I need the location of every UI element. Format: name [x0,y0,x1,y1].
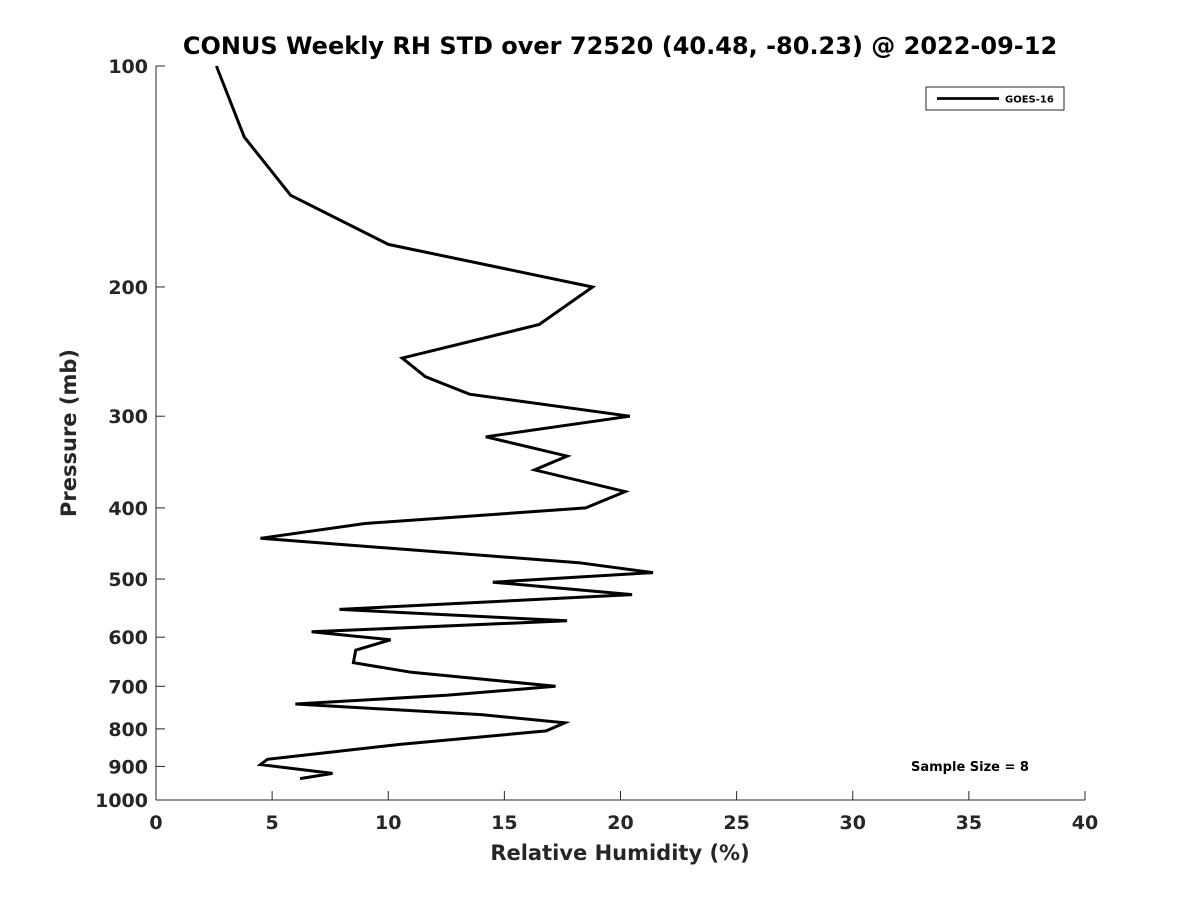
x-tick-label: 20 [607,812,633,834]
y-tick-label: 300 [108,406,148,428]
x-tick-label: 0 [149,812,162,834]
y-tick-label: 700 [108,676,148,698]
y-tick-label: 800 [108,719,148,741]
x-ticks: 0 5 10 15 20 25 30 35 40 [149,791,1098,834]
plot-area: 0 5 10 15 20 25 30 35 40 100 200 300 400 500 600 700 80… [95,56,1098,834]
y-tick-label: 600 [108,627,148,649]
chart-title: CONUS Weekly RH STD over 72520 (40.48, -… [183,32,1057,60]
y-tick-label: 900 [108,756,148,778]
x-tick-label: 5 [266,812,279,834]
y-tick-label: 500 [108,569,148,591]
series-line-0 [215,65,654,781]
x-tick-label: 10 [375,812,401,834]
y-axis-label: Pressure (mb) [57,349,81,517]
sample-size-annotation: Sample Size = 8 [911,760,1029,775]
y-tick-label: 1000 [95,790,148,812]
x-axis-label: Relative Humidity (%) [490,841,749,865]
y-tick-label: 100 [108,56,148,78]
x-tick-label: 15 [491,812,517,834]
x-tick-label: 40 [1072,812,1098,834]
y-ticks: 100 200 300 400 500 600 700 800 900 1000 [95,56,165,812]
legend-label: GOES-16 [1005,95,1054,106]
series-group [215,65,654,781]
legend: GOES-16 [925,86,1065,111]
x-tick-label: 35 [956,812,982,834]
x-tick-label: 30 [840,812,866,834]
y-tick-label: 400 [108,498,148,520]
x-tick-label: 25 [723,812,749,834]
y-tick-label: 200 [108,277,148,299]
